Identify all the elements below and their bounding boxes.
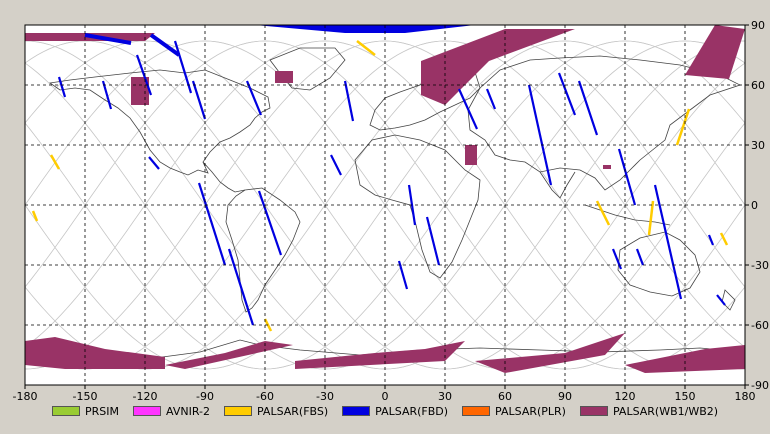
legend-swatch (462, 406, 491, 416)
coast-africa (354, 134, 481, 279)
legend-swatch (579, 406, 608, 416)
fbd-swath (148, 156, 160, 170)
fbd-swath (255, 25, 475, 33)
legend-item: PALSAR(WB1/WB2) (579, 404, 719, 418)
fbd-swath (653, 184, 683, 300)
x-tick-label: 90 (558, 390, 572, 403)
wb-swath (275, 71, 293, 83)
wb-swath (295, 341, 465, 369)
x-tick-label: 180 (735, 390, 756, 403)
fbd-swath (557, 72, 577, 116)
swath-layer (25, 25, 745, 373)
fbd-swath (227, 248, 255, 326)
x-tick-label: 60 (498, 390, 512, 403)
x-tick-label: -150 (73, 390, 98, 403)
fbs-swath (595, 200, 611, 226)
wb-swath (685, 25, 745, 79)
y-tick-label: 90 (751, 19, 765, 32)
coast-south-america (225, 187, 301, 313)
legend-swatch (52, 406, 80, 416)
fbs-swath (719, 232, 729, 246)
coast-australia (617, 231, 701, 297)
x-tick-label: 120 (615, 390, 636, 403)
y-tick-label: 0 (751, 199, 758, 212)
y-tick-label: -60 (751, 319, 769, 332)
fbd-swath (173, 40, 193, 94)
legend-label: PALSAR(WB1/WB2) (612, 404, 719, 418)
fbd-swath (101, 80, 113, 110)
axis-ticks: -180 -150 -120 -90 -60 -30 0 30 60 90 120 150 180 90 6… (13, 19, 769, 403)
coast-new-zealand (721, 289, 736, 311)
x-tick-label: -90 (196, 390, 214, 403)
legend-swatch (223, 406, 252, 416)
x-tick-label: -60 (256, 390, 274, 403)
legend-label: PALSAR(FBD) (375, 404, 449, 418)
legend-item: AVNIR-2 (133, 405, 210, 418)
fbd-swath (245, 80, 263, 116)
x-tick-label: -180 (13, 390, 38, 403)
legend-item: PALSAR(FBS) (223, 404, 329, 418)
wb-swath (25, 337, 165, 369)
wb-swath (625, 345, 745, 373)
legend-swatch (133, 406, 161, 416)
x-tick-label: -30 (316, 390, 334, 403)
fbd-swath (707, 234, 715, 246)
legend-item: PALSAR(FBD) (342, 405, 448, 418)
x-tick-label: 0 (382, 390, 389, 403)
fbd-swath (577, 80, 599, 136)
legend-label: AVNIR-2 (166, 404, 210, 418)
fbd-swath (397, 260, 409, 290)
fbd-swath (611, 248, 623, 270)
wb-swath (465, 145, 477, 165)
fbd-swath (330, 154, 342, 176)
fbd-swath (485, 88, 497, 110)
legend-label: PALSAR(PLR) (495, 404, 566, 418)
fbs-swath (647, 200, 655, 236)
coast-india (539, 171, 576, 199)
wb-swath (165, 341, 293, 369)
wb-swath (131, 77, 149, 105)
legend-swatch (342, 406, 371, 416)
y-tick-label: -90 (751, 379, 769, 392)
x-tick-label: 150 (675, 390, 696, 403)
fbd-swath (635, 248, 645, 266)
legend-item: PRSIM (52, 405, 119, 418)
fbs-swath (356, 40, 376, 56)
wb-swath (421, 29, 575, 105)
legend-item: PALSAR(PLR) (462, 405, 566, 418)
wb-swath (475, 333, 625, 373)
fbs-swath (49, 154, 61, 170)
fbd-swath (343, 80, 355, 122)
fbd-swath (716, 294, 726, 306)
coast-central-america (202, 161, 246, 193)
x-tick-label: 30 (438, 390, 452, 403)
fbd-swath (191, 80, 207, 120)
fbd-swath (457, 88, 479, 130)
y-tick-label: 30 (751, 139, 765, 152)
fbs-swath (31, 210, 39, 222)
fbd-swath (84, 33, 132, 45)
orbit-track (24, 40, 746, 370)
x-tick-label: -120 (133, 390, 158, 403)
legend: PRSIM AVNIR-2 PALSAR(FBS) PALSAR(FBD) PALSAR… (52, 403, 732, 419)
fbd-swath (617, 148, 637, 206)
fbd-swath (257, 190, 283, 256)
fbd-swath (527, 84, 553, 186)
fbd-swath (425, 216, 441, 266)
fbd-swath (57, 76, 67, 98)
legend-label: PRSIM (85, 404, 119, 418)
wb-swath (429, 73, 459, 83)
y-tick-label: -30 (751, 259, 769, 272)
fbs-swath (675, 108, 691, 146)
fbd-swath (197, 182, 227, 266)
wb-swath (603, 165, 611, 169)
coast-north-america (48, 69, 271, 176)
y-tick-label: 60 (751, 79, 765, 92)
fbd-swath (149, 33, 181, 57)
legend-label: PALSAR(FBS) (256, 404, 329, 418)
fbd-swath (135, 54, 153, 96)
